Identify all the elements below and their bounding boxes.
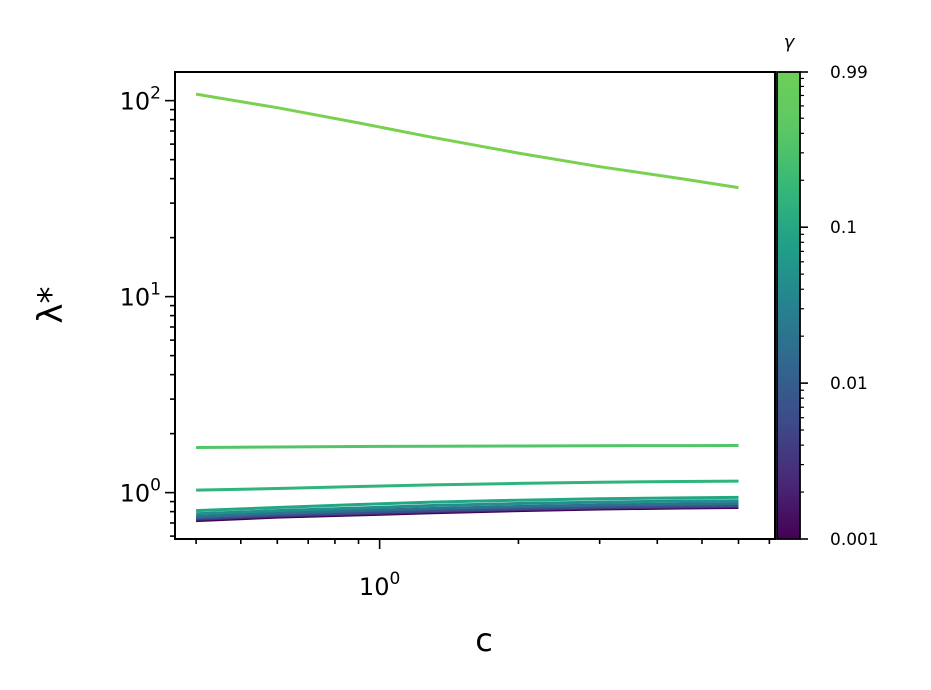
x-tick-label: 100 bbox=[359, 569, 400, 601]
y-axis-label: λ* bbox=[31, 286, 71, 323]
colorbar-title: γ bbox=[784, 32, 796, 53]
y-tick-label: 101 bbox=[120, 280, 161, 312]
colorbar-gradient bbox=[776, 71, 801, 540]
series-line-5 bbox=[196, 495, 739, 513]
series-layer bbox=[195, 92, 739, 523]
series-line-8 bbox=[195, 92, 739, 190]
colorbar-tick-label: 0.001 bbox=[830, 530, 879, 550]
y-axis: 100 101 102 bbox=[120, 84, 175, 537]
y-tick-label: 102 bbox=[120, 84, 161, 116]
colorbar-minor-ticks bbox=[800, 77, 804, 493]
plot-frame bbox=[174, 71, 776, 540]
colorbar: 0.99 0.1 0.01 0.001 γ bbox=[776, 32, 879, 550]
colorbar-tick-label: 0.1 bbox=[830, 218, 857, 238]
series-line-6 bbox=[196, 479, 739, 492]
series-line-7 bbox=[196, 444, 739, 449]
series-line-4 bbox=[196, 499, 739, 516]
x-axis: 100 bbox=[195, 539, 771, 601]
colorbar-tick-label: 0.99 bbox=[830, 63, 868, 83]
colorbar-tick-label: 0.01 bbox=[830, 374, 868, 394]
colorbar-ticks: 0.99 0.1 0.01 0.001 bbox=[800, 63, 879, 550]
y-tick-label: 100 bbox=[120, 476, 161, 508]
x-axis-label: c bbox=[475, 621, 493, 659]
plot-area: 100 100 101 102 bbox=[120, 71, 776, 601]
series-line-2 bbox=[196, 504, 739, 520]
series-line-3 bbox=[196, 502, 739, 519]
